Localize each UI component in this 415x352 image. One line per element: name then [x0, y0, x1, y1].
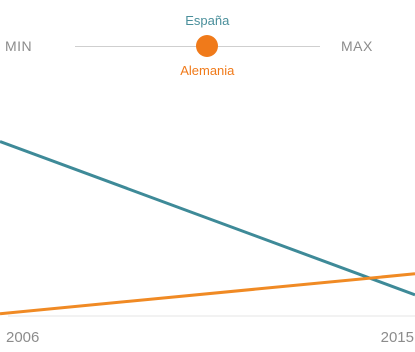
series-lines — [0, 140, 415, 316]
scale-bottom-country-label: Alemania — [180, 63, 235, 78]
x-tick-label-0: 2006 — [6, 329, 39, 346]
scale-indicator-dot[interactable] — [196, 35, 219, 57]
scale-min-label: MIN — [5, 38, 33, 54]
scale-max-label: MAX — [341, 38, 373, 54]
x-axis-ticks: 2006 2015 — [6, 329, 414, 346]
comparison-scale: MIN España Alemania MAX — [0, 0, 415, 90]
x-tick-label-1: 2015 — [381, 329, 414, 346]
series-line-0 — [0, 140, 415, 297]
scale-top-country-label: España — [185, 13, 230, 28]
series-line-1 — [0, 272, 415, 316]
